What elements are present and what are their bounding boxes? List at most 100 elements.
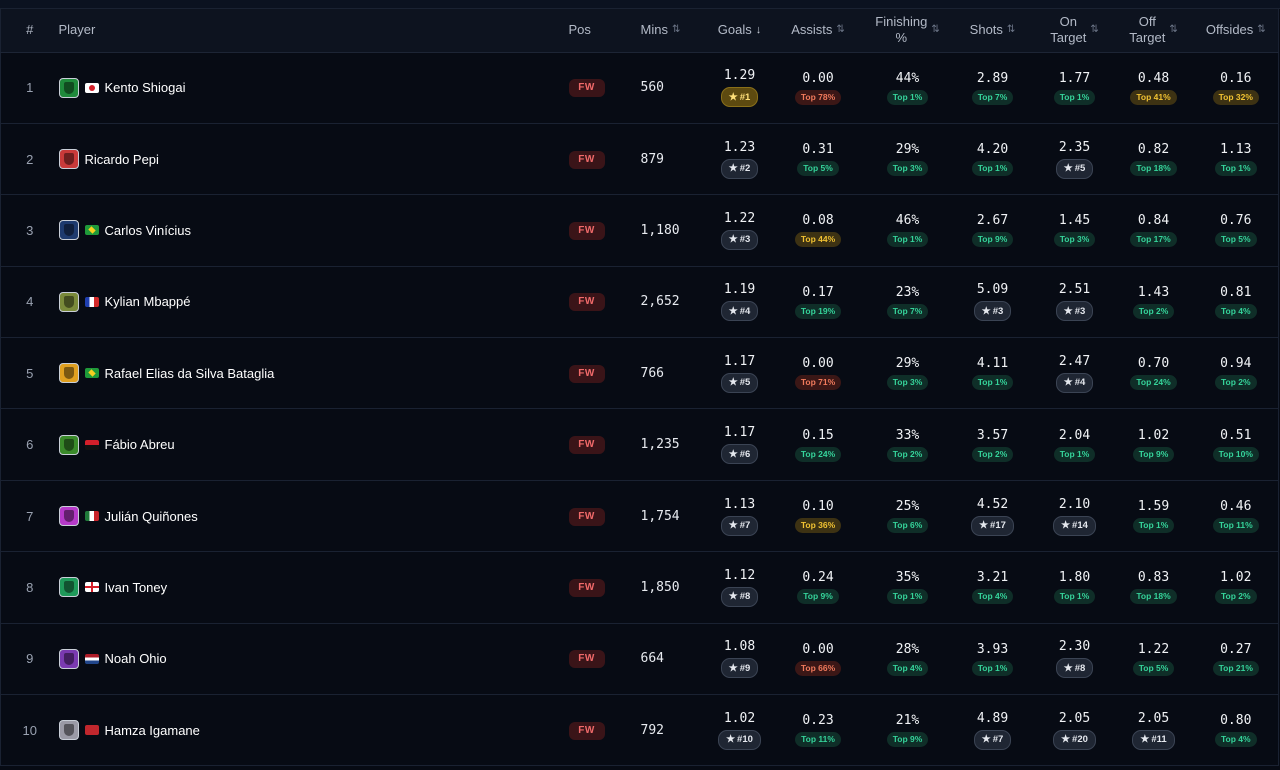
- offsides-cell: 0.94 Top 2%: [1194, 338, 1279, 409]
- col-header-finishing[interactable]: Finishing% ⇅: [865, 9, 950, 53]
- assists-cell: 0.23 Top 11%: [771, 695, 866, 766]
- goals-cell: 1.23 ★ #2: [709, 123, 771, 194]
- player-cell[interactable]: Hamza Igamane: [58, 695, 569, 766]
- stat-value: 0.17: [802, 284, 834, 300]
- player-cell[interactable]: Ricardo Pepi: [58, 123, 569, 194]
- table-row[interactable]: 7 Julián Quiñones FW 1,754 1.13 ★ #7 0.10 Top 36…: [0, 480, 1279, 552]
- star-icon: ★: [1140, 734, 1150, 746]
- percentile-badge: Top 9%: [886, 732, 929, 748]
- col-header-rank[interactable]: #: [0, 9, 59, 53]
- offsides-cell: 0.80 Top 4%: [1194, 695, 1279, 766]
- player-cell[interactable]: Fábio Abreu: [58, 409, 569, 480]
- goals-cell: 1.17 ★ #5: [709, 338, 771, 409]
- pos-cell: FW: [568, 195, 637, 266]
- finishing-cell: 29% Top 3%: [866, 338, 950, 409]
- player-name[interactable]: Rafael Elias da Silva Bataglia: [104, 365, 275, 381]
- rank-badge: ★ #3: [1055, 301, 1094, 322]
- player-name[interactable]: Hamza Igamane: [104, 722, 200, 738]
- stat-value: 2.04: [1058, 427, 1091, 443]
- percentile-badge: Top 1%: [886, 589, 929, 605]
- finishing-cell: 25% Top 6%: [866, 480, 950, 551]
- country-flag-icon: [84, 725, 99, 736]
- rank-badge: ★ #11: [1132, 729, 1175, 750]
- offsides-cell: 0.76 Top 5%: [1194, 195, 1279, 266]
- table-row[interactable]: 1 Kento Shiogai FW 560 1.29 ★ #1 0.00 Top 78% 44%…: [0, 52, 1279, 124]
- player-name[interactable]: Kento Shiogai: [104, 80, 186, 96]
- table-row[interactable]: 6 Fábio Abreu FW 1,235 1.17 ★ #6 0.15 Top 24% 33%…: [0, 409, 1279, 481]
- stat-value: 0.46: [1220, 499, 1252, 515]
- table-header-row: # Player Pos Mins ⇅ Goals ↓ Assists ⇅ Finis…: [0, 9, 1279, 53]
- table-body: 1 Kento Shiogai FW 560 1.29 ★ #1 0.00 Top 78% 44%…: [0, 52, 1279, 766]
- stat-value: 33%: [895, 427, 920, 443]
- player-name[interactable]: Ricardo Pepi: [84, 151, 159, 167]
- star-icon: ★: [728, 591, 738, 603]
- stat-value: 1.02: [1220, 570, 1252, 586]
- percentile-badge: Top 9%: [1132, 446, 1175, 462]
- player-cell[interactable]: Ivan Toney: [58, 552, 569, 623]
- table-row[interactable]: 2 Ricardo Pepi FW 879 1.23 ★ #2 0.31 Top 5% 29% To…: [0, 123, 1279, 195]
- table-row[interactable]: 9 Noah Ohio FW 664 1.08 ★ #9 0.00 Top 66% 28% Top …: [0, 623, 1279, 695]
- player-cell[interactable]: Kento Shiogai: [58, 52, 569, 123]
- player-cell[interactable]: Noah Ohio: [58, 623, 569, 694]
- table-row[interactable]: 10 Hamza Igamane FW 792 1.02 ★ #10 0.23 Top 11% 2…: [0, 695, 1279, 766]
- mins-cell: 1,754: [640, 508, 680, 524]
- assists-cell: 0.31 Top 5%: [771, 123, 866, 194]
- star-icon: ★: [1063, 377, 1073, 389]
- star-icon: ★: [981, 734, 991, 746]
- player-name[interactable]: Julián Quiñones: [104, 508, 198, 524]
- percentile-badge: Top 17%: [1130, 232, 1177, 248]
- col-header-pos[interactable]: Pos: [568, 9, 637, 53]
- goals-cell: 1.12 ★ #8: [709, 552, 771, 623]
- offsides-cell: 1.02 Top 2%: [1194, 552, 1279, 623]
- player-name[interactable]: Carlos Vinícius: [104, 222, 191, 238]
- table-row[interactable]: 8 Ivan Toney FW 1,850 1.12 ★ #8 0.24 Top 9% 35% To…: [0, 552, 1279, 624]
- player-cell[interactable]: Rafael Elias da Silva Bataglia: [58, 338, 569, 409]
- player-cell[interactable]: Julián Quiñones: [58, 480, 569, 551]
- shots-cell: 4.20 Top 1%: [950, 123, 1036, 194]
- player-name[interactable]: Kylian Mbappé: [104, 294, 191, 310]
- rank-badge: ★ #9: [720, 658, 759, 679]
- rank-badge: ★ #7: [720, 515, 759, 536]
- col-header-goals[interactable]: Goals ↓: [708, 9, 771, 53]
- sort-icon: ⇅: [1169, 24, 1178, 36]
- club-crest-icon: [58, 77, 79, 98]
- col-header-on-target[interactable]: On Target ⇅: [1035, 9, 1114, 53]
- col-header-shots[interactable]: Shots ⇅: [949, 9, 1036, 53]
- star-icon: ★: [728, 234, 738, 246]
- sort-icon: ⇅: [671, 24, 681, 36]
- percentile-badge: Top 41%: [1130, 89, 1177, 105]
- stat-value: 0.16: [1220, 70, 1252, 86]
- col-header-assists[interactable]: Assists ⇅: [770, 9, 866, 53]
- col-header-mins[interactable]: Mins ⇅: [636, 9, 709, 53]
- offsides-cell: 0.51 Top 10%: [1194, 409, 1279, 480]
- col-header-off-target[interactable]: Off Target ⇅: [1113, 9, 1194, 53]
- shots-cell: 3.21 Top 4%: [950, 552, 1036, 623]
- country-flag-icon: [84, 296, 99, 307]
- goals-cell: 1.08 ★ #9: [709, 623, 771, 694]
- finishing-cell: 23% Top 7%: [866, 266, 950, 337]
- player-cell[interactable]: Kylian Mbappé: [58, 266, 569, 337]
- percentile-badge: Top 2%: [1214, 589, 1257, 605]
- col-header-player[interactable]: Player: [58, 9, 569, 53]
- position-badge: FW: [568, 293, 605, 312]
- stat-value: 0.00: [802, 641, 834, 657]
- stat-value: 0.51: [1220, 427, 1252, 443]
- shots-cell: 5.09 ★ #3: [950, 266, 1036, 337]
- player-name[interactable]: Fábio Abreu: [104, 437, 175, 453]
- table-row[interactable]: 5 Rafael Elias da Silva Bataglia FW 766 1.17…: [0, 338, 1279, 409]
- table-row[interactable]: 3 Carlos Vinícius FW 1,180 1.22 ★ #3 0.08 Top 44…: [0, 195, 1279, 267]
- goals-cell: 1.19 ★ #4: [709, 266, 771, 337]
- col-header-offsides[interactable]: Offsides ⇅: [1193, 9, 1279, 53]
- player-name[interactable]: Ivan Toney: [104, 579, 168, 595]
- table-row[interactable]: 4 Kylian Mbappé FW 2,652 1.19 ★ #4 0.17 Top 19% 2…: [0, 266, 1279, 338]
- stat-value: 0.00: [802, 356, 834, 372]
- offsides-cell: 0.46 Top 11%: [1194, 480, 1279, 551]
- player-cell[interactable]: Carlos Vinícius: [58, 195, 569, 266]
- stat-value: 2.05: [1137, 710, 1170, 726]
- club-crest-icon: [58, 434, 79, 455]
- rank-badge: ★ #4: [1055, 372, 1094, 393]
- star-icon: ★: [1061, 734, 1071, 746]
- player-name[interactable]: Noah Ohio: [104, 651, 167, 667]
- percentile-badge: Top 66%: [794, 660, 842, 676]
